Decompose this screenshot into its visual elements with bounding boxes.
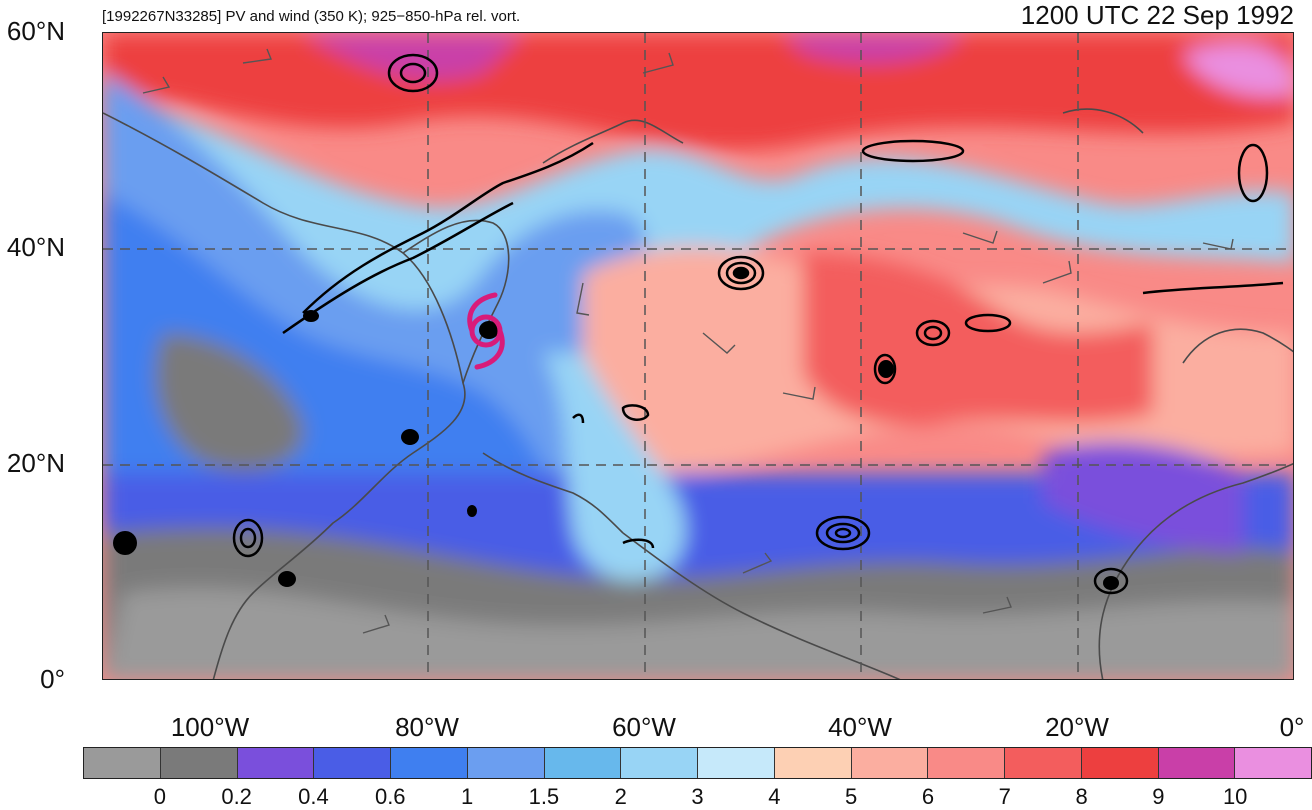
colorbar-tick-label: 6 — [921, 784, 935, 809]
pv-field-map — [103, 33, 1293, 679]
lat-label-60n: 60°N — [6, 16, 65, 46]
colorbar-swatch — [84, 748, 161, 778]
colorbar-swatch — [160, 748, 238, 778]
colorbar-tick-label: 0 — [153, 784, 166, 809]
graticule — [103, 33, 1293, 679]
colorbar-swatch — [391, 748, 468, 778]
colorbar-tick-label: 1.5 — [528, 784, 560, 809]
colorbar-swatch — [1158, 748, 1236, 778]
colorbar-swatch — [237, 748, 315, 778]
colorbar-swatch — [698, 748, 775, 778]
coastlines — [103, 108, 1293, 679]
colorbar-tick-label: 5 — [845, 784, 858, 809]
colorbar-tick-label: 4 — [768, 784, 781, 809]
figure-subtitle: [1992267N33285] PV and wind (350 K); 925… — [102, 8, 521, 25]
colorbar-swatch — [851, 748, 929, 778]
colorbar-tick-label: 3 — [691, 784, 704, 809]
colorbar-tick-label: 8 — [1075, 784, 1088, 809]
lon-label-20w: 20°W — [1045, 712, 1109, 742]
colorbar-swatch — [467, 748, 545, 778]
colorbar-tick-label: 9 — [1152, 784, 1165, 809]
lon-label-100w: 100°W — [170, 712, 250, 742]
colorbar-swatch — [1005, 748, 1082, 778]
colorbar-tick-label: 1 — [460, 784, 474, 809]
pv-field-shading — [103, 33, 1293, 679]
colorbar — [83, 747, 1312, 779]
colorbar-tick-label: 0.6 — [374, 784, 406, 809]
lon-label-60w: 60°W — [612, 712, 676, 742]
lon-label-80w: 80°W — [395, 712, 459, 742]
colorbar-tick-label: 7 — [998, 784, 1011, 809]
lon-label-40w: 40°W — [828, 712, 892, 742]
colorbar-tick-label: 0.2 — [221, 784, 252, 809]
wind-barbs — [142, 48, 1234, 634]
colorbar-swatch — [314, 748, 391, 778]
colorbar-tick-label: 10 — [1222, 784, 1248, 809]
colorbar-swatch — [1081, 748, 1159, 778]
lon-label-0: 0° — [1279, 712, 1305, 742]
colorbar-swatch — [774, 748, 852, 778]
valid-time-label: 1200 UTC 22 Sep 1992 — [1020, 0, 1294, 30]
lat-label-20n: 20°N — [6, 448, 65, 478]
lat-label-0: 0° — [40, 664, 65, 694]
colorbar-swatch — [928, 748, 1005, 778]
tropical-cyclone-icon — [467, 292, 505, 370]
colorbar-tick-label: 0.4 — [298, 784, 329, 809]
colorbar-swatch — [621, 748, 698, 778]
colorbar-tick-label: 2 — [614, 784, 627, 809]
vortex-centers — [113, 268, 1119, 590]
colorbar-swatch — [1235, 748, 1311, 778]
map-panel — [102, 32, 1294, 680]
colorbar-swatch — [544, 748, 622, 778]
lat-label-40n: 40°N — [6, 232, 65, 262]
